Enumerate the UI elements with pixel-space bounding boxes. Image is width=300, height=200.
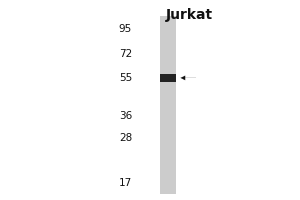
Bar	[160, 16, 176, 194]
Text: Jurkat: Jurkat	[165, 8, 213, 22]
Text: 36: 36	[119, 111, 132, 121]
Text: 28: 28	[119, 133, 132, 143]
Bar	[160, 74, 176, 82]
Text: 17: 17	[119, 178, 132, 188]
Text: 95: 95	[119, 24, 132, 34]
Text: 55: 55	[119, 73, 132, 83]
Text: 72: 72	[119, 49, 132, 59]
